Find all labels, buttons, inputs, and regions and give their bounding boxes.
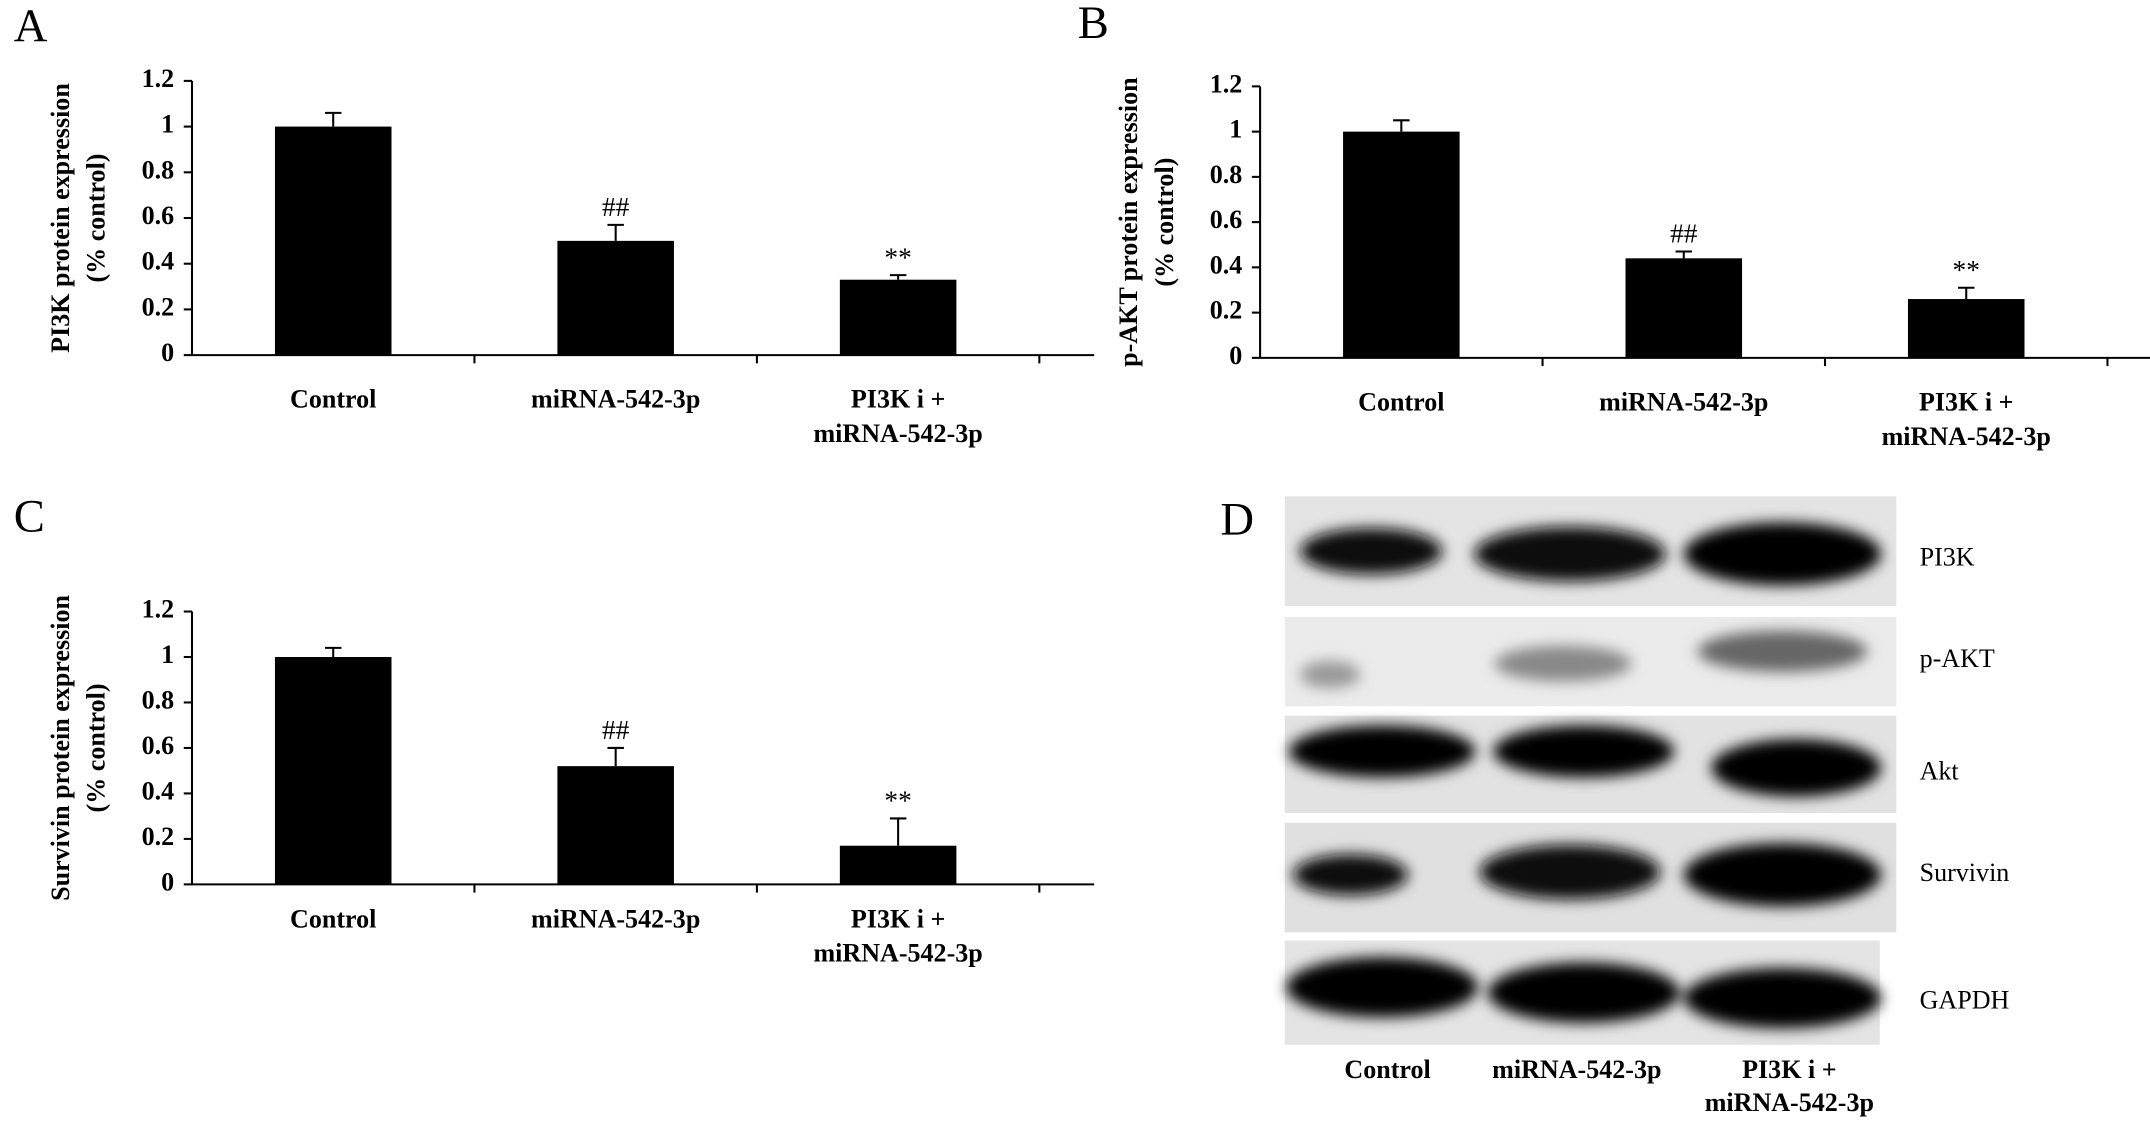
blot-panel: D (1220, 493, 1897, 1045)
significance-mark: ** (884, 786, 911, 816)
panel-letter: C (14, 491, 45, 543)
y-tick-label: 1 (161, 110, 174, 139)
y-tick-label: 0.4 (1210, 250, 1243, 279)
x-tick-label: Control (290, 904, 376, 933)
y-tick-label: 0.8 (142, 155, 175, 184)
y-tick-label: 0.6 (1210, 205, 1243, 234)
y-tick-label: 0 (1229, 341, 1242, 370)
bar (557, 766, 674, 885)
panel-letter: A (14, 0, 48, 52)
y-tick-label: 0.4 (142, 776, 175, 805)
y-tick-label: 0.4 (142, 247, 175, 276)
y-tick-label: 0.6 (142, 201, 175, 230)
y-tick-label: 0 (161, 338, 174, 367)
x-tick-label: miRNA-542-3p (1599, 387, 1768, 416)
protein-label: PI3K (1920, 542, 1975, 571)
bar (839, 279, 957, 356)
x-tick-label: Control (290, 385, 376, 414)
lane-label: PI3K i + miRNA-542-3p (1705, 1055, 1874, 1117)
y-axis-unit: (% control) (1150, 158, 1179, 287)
significance-mark: ## (602, 192, 630, 222)
significance-mark: ** (884, 242, 911, 272)
y-tick-label: 1 (1229, 115, 1242, 144)
x-tick-label: miRNA-542-3p (531, 385, 700, 414)
y-axis-title: p-AKT protein expression (1114, 77, 1143, 367)
y-tick-label: 1.2 (142, 64, 175, 93)
y-axis-title: PI3K protein expression (46, 83, 75, 353)
significance-mark: ** (1953, 255, 1980, 285)
y-axis-unit: (% control) (82, 683, 111, 812)
lane-label: Control (1344, 1055, 1430, 1084)
y-tick-label: 0 (161, 867, 174, 896)
protein-label: GAPDH (1920, 985, 2010, 1014)
protein-label: Akt (1920, 756, 1960, 785)
bar (839, 845, 957, 885)
panel-letter: D (1220, 493, 1254, 545)
x-tick-label: PI3K i + miRNA-542-3p (1882, 387, 2051, 450)
y-tick-label: 1.2 (1210, 69, 1243, 98)
significance-mark: ## (602, 715, 630, 745)
y-axis-unit: (% control) (82, 154, 111, 283)
bar (1625, 258, 1743, 358)
panel-letter: B (1078, 0, 1109, 49)
significance-mark: ## (1670, 219, 1698, 249)
bar (1907, 299, 2025, 358)
y-tick-label: 0.2 (1210, 296, 1243, 325)
y-tick-label: 0.8 (142, 685, 175, 714)
bar (1343, 131, 1460, 358)
lane-label: miRNA-542-3p (1492, 1055, 1661, 1084)
y-tick-label: 0.6 (142, 731, 175, 760)
protein-label: p-AKT (1920, 644, 1995, 673)
y-tick-label: 1 (161, 640, 174, 669)
bar (557, 240, 674, 356)
protein-label: Survivin (1920, 858, 2010, 887)
y-axis-title: Survivin protein expression (46, 595, 75, 901)
y-tick-label: 0.2 (142, 822, 175, 851)
x-tick-label: miRNA-542-3p (531, 904, 700, 933)
x-tick-label: PI3K i + miRNA-542-3p (813, 904, 982, 967)
bar (274, 126, 392, 356)
y-tick-label: 0.8 (1210, 160, 1243, 189)
blot-bands (1286, 522, 1882, 1029)
x-tick-label: PI3K i + miRNA-542-3p (813, 385, 982, 448)
y-tick-label: 0.2 (142, 292, 175, 321)
bar (274, 656, 392, 885)
x-tick-label: Control (1358, 387, 1444, 416)
y-tick-label: 1.2 (142, 595, 175, 624)
